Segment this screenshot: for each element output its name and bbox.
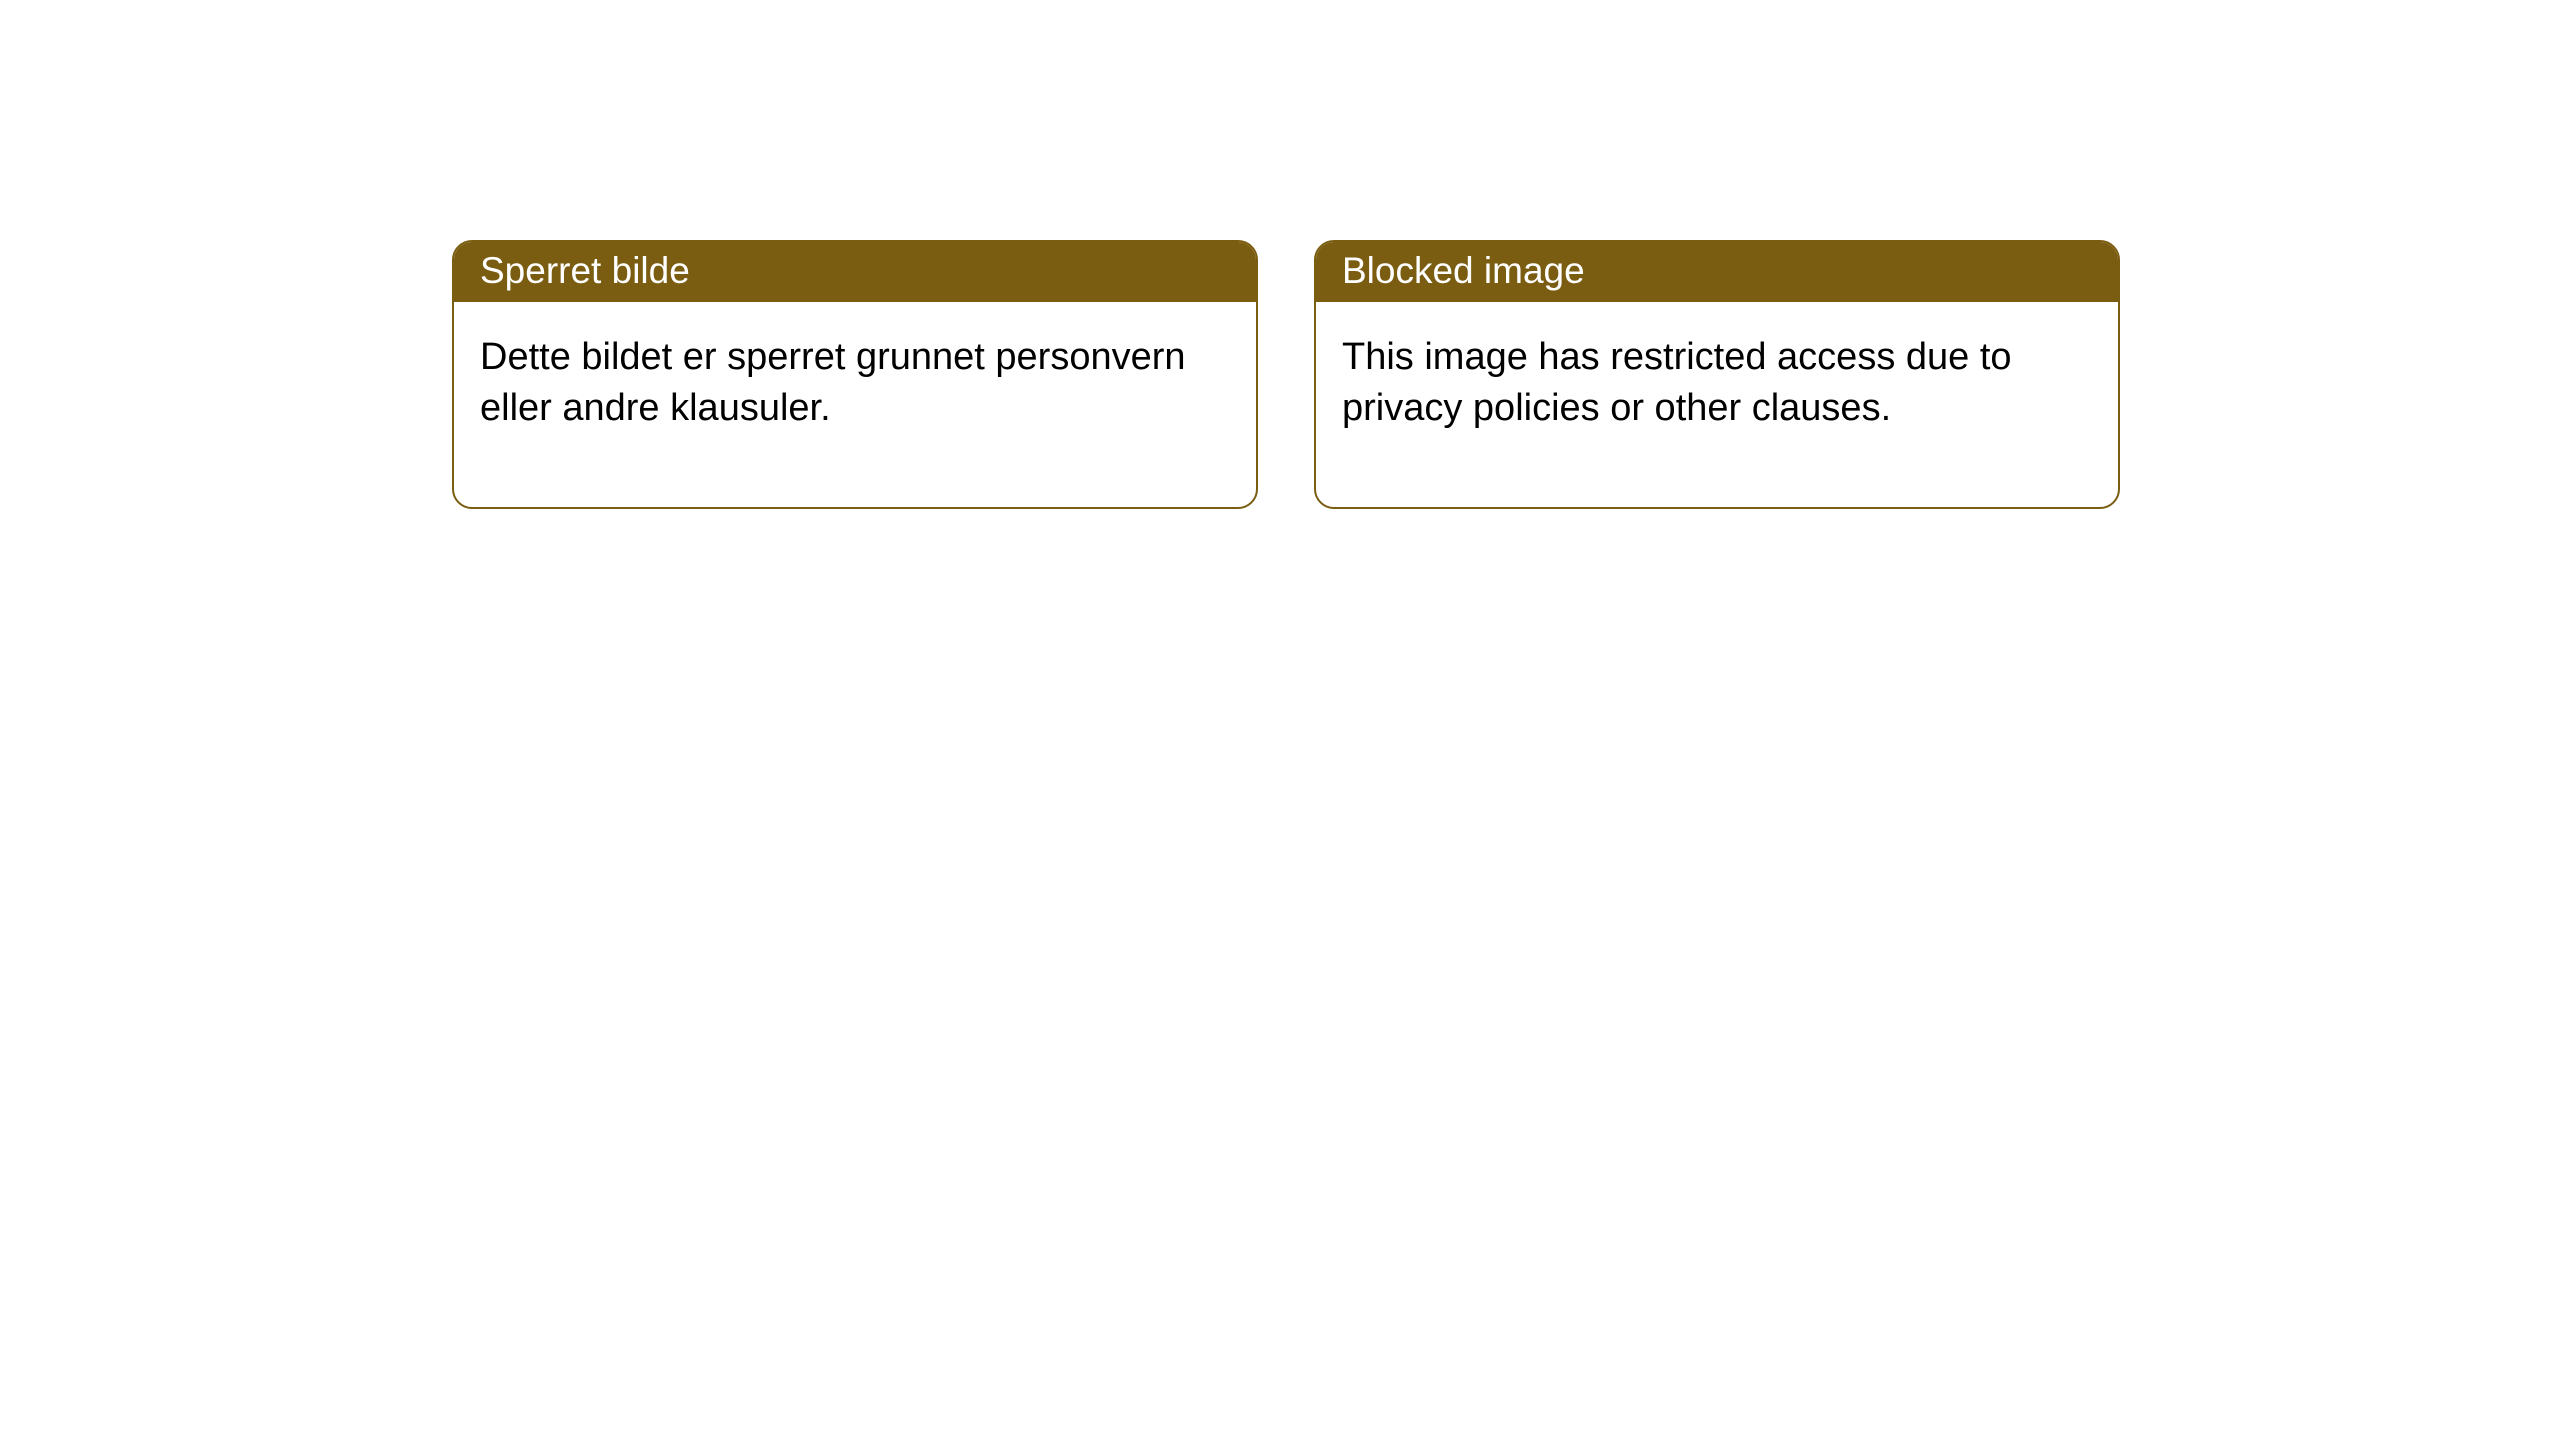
notice-header-left: Sperret bilde	[454, 242, 1256, 302]
notice-body-right: This image has restricted access due to …	[1316, 302, 2118, 507]
notice-container: Sperret bilde Dette bildet er sperret gr…	[0, 0, 2560, 509]
notice-card-right: Blocked image This image has restricted …	[1314, 240, 2120, 509]
notice-header-right: Blocked image	[1316, 242, 2118, 302]
notice-card-left: Sperret bilde Dette bildet er sperret gr…	[452, 240, 1258, 509]
notice-body-left: Dette bildet er sperret grunnet personve…	[454, 302, 1256, 507]
